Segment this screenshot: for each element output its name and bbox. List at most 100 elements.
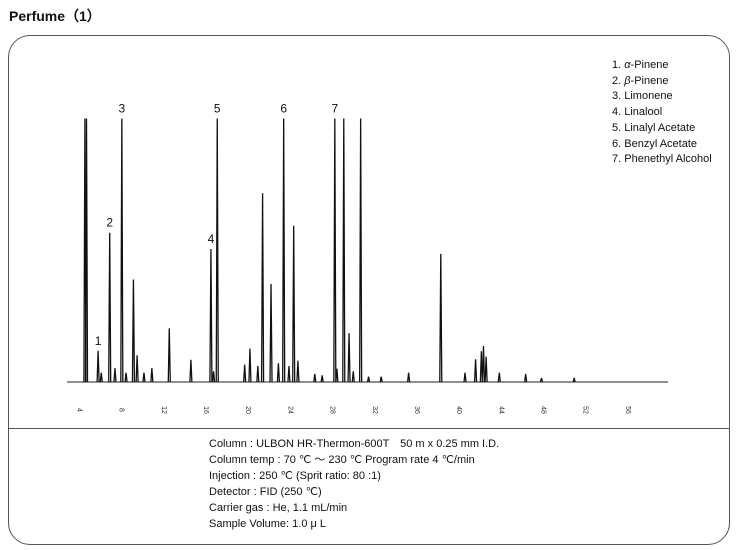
peak-number-label: 2 (106, 216, 113, 230)
legend-number: 5. (612, 121, 622, 134)
x-tick-label: 16 (202, 406, 209, 414)
chromatogram-peak (497, 372, 501, 383)
chromatogram-peak (243, 364, 247, 383)
condition-detector: Detector : FID (250 ℃) (209, 486, 322, 498)
chromatogram-peak (113, 368, 117, 383)
chromatogram-peak (189, 359, 193, 383)
legend-number: 4. (612, 106, 622, 119)
x-tick-label: 28 (329, 406, 336, 414)
peak-number-label: 3 (118, 101, 125, 115)
legend-name: -Pinene (630, 74, 669, 87)
chromatogram-peak (358, 118, 363, 383)
legend-item-3: 3. Limonene (612, 89, 712, 105)
legend-name: Phenethyl Alcohol (624, 153, 712, 166)
x-tick-label: 20 (244, 406, 251, 414)
legend-item-2: 2. β-Pinene (612, 74, 712, 90)
legend-number: 1. (612, 59, 622, 71)
peak-number-label: 4 (208, 232, 215, 246)
chromatogram-peak (481, 345, 486, 383)
page-title: Perfume（1） (9, 8, 101, 24)
chromatogram-peak (131, 279, 136, 383)
peak-number-label: 5 (214, 101, 221, 115)
condition-column: Column : ULBON HR-Thermon-600T 50 m x 0.… (209, 438, 500, 450)
legend-item-1: 1. α-Pinene (612, 58, 712, 74)
chromatogram-peak (282, 118, 286, 383)
chromatogram-peak (484, 356, 488, 383)
chromatogram-peak (120, 118, 124, 383)
legend-greek: β (624, 74, 631, 87)
x-tick-label: 44 (497, 406, 504, 414)
chromatogram-peak (150, 368, 154, 383)
condition-column-temp: Column temp : 70 ℃ ～ 230 ℃ Program rate … (209, 454, 475, 466)
legend-item-4: 4. Linalool (612, 105, 712, 121)
chromatogram-peak (333, 118, 337, 383)
x-tick-label: 4 (76, 408, 83, 412)
chromatogram-peak (296, 360, 300, 383)
chromatogram-peak (406, 372, 411, 383)
chromatogram-peak (473, 359, 478, 383)
chromatogram-peak (269, 284, 273, 383)
chromatogram-peak (292, 225, 296, 383)
chromatogram-peak (124, 372, 128, 383)
x-tick-label: 40 (455, 406, 462, 414)
chromatogram-peak (276, 363, 281, 383)
legend-name: Benzyl Acetate (624, 137, 698, 150)
legend-name: Linalyl Acetate (624, 121, 696, 134)
chromatogram-peak (572, 377, 576, 383)
chromatogram-peak (211, 371, 216, 383)
legend-item-7: 7. Phenethyl Alcohol (612, 152, 712, 168)
x-tick-label: 52 (582, 406, 589, 414)
chromatogram-peak (209, 249, 213, 383)
chromatogram-peak (539, 377, 544, 383)
chromatogram-peak (256, 365, 260, 383)
chromatogram-peak (439, 253, 443, 383)
legend-name: -Pinene (630, 59, 669, 71)
analysis-conditions: Column : ULBON HR-Thermon-600T 50 m x 0.… (209, 436, 499, 532)
x-tick-label: 8 (118, 408, 125, 412)
frame-divider (8, 428, 730, 429)
chromatogram-peak (99, 372, 103, 383)
chromatogram-peak (479, 351, 484, 383)
legend-name: Linalool (624, 106, 663, 119)
chromatogram-peak (135, 355, 139, 383)
peak-number-label: 6 (280, 101, 287, 115)
legend-item-5: 5. Linalyl Acetate (612, 121, 712, 137)
peak-number-label: 7 (331, 101, 338, 115)
x-tick-label: 48 (539, 406, 546, 414)
legend-item-6: 6. Benzyl Acetate (612, 137, 712, 153)
peak-legend: 1. α-Pinene 2. β-Pinene 3. Limonene 4. L… (612, 58, 712, 168)
chromatogram-peak (524, 373, 528, 383)
x-tick-label: 32 (371, 406, 378, 414)
condition-carrier-gas: Carrier gas : He, 1.1 mL/min (209, 502, 348, 514)
chromatogram-peak (463, 372, 467, 383)
peak-number-label: 1 (95, 334, 102, 348)
x-tick-label: 24 (286, 406, 293, 414)
legend-greek: α (624, 59, 631, 71)
condition-injection: Injection : 250 ℃ (Sprit ratio: 80 :1) (209, 470, 381, 482)
legend-number: 3. (612, 90, 622, 103)
x-tick-label: 56 (624, 406, 631, 414)
chromatogram-peak (96, 350, 100, 383)
condition-sample-volume: Sample Volume: 1.0 μ L (209, 518, 327, 530)
chromatogram-peak (167, 328, 171, 383)
chromatogram-peak (313, 373, 317, 383)
legend-number: 7. (612, 153, 622, 166)
chromatogram-peak (335, 368, 339, 383)
x-tick-label: 12 (160, 406, 167, 414)
chromatogram-peak (260, 193, 265, 383)
chromatogram-peak (351, 371, 355, 383)
chromatogram-peak (215, 118, 219, 383)
chromatogram-peak (379, 376, 383, 383)
legend-name: Limonene (624, 90, 673, 103)
chromatogram-peak (342, 118, 346, 383)
chromatogram-peak (287, 365, 291, 383)
chromatogram-peak (84, 118, 89, 383)
figure-frame (8, 35, 730, 545)
legend-number: 6. (612, 137, 622, 150)
chromatogram-peak (142, 372, 146, 383)
chromatogram-peak (366, 376, 371, 383)
legend-number: 2. (612, 74, 622, 87)
chromatogram-peak (347, 333, 351, 383)
x-tick-label: 36 (413, 406, 420, 414)
